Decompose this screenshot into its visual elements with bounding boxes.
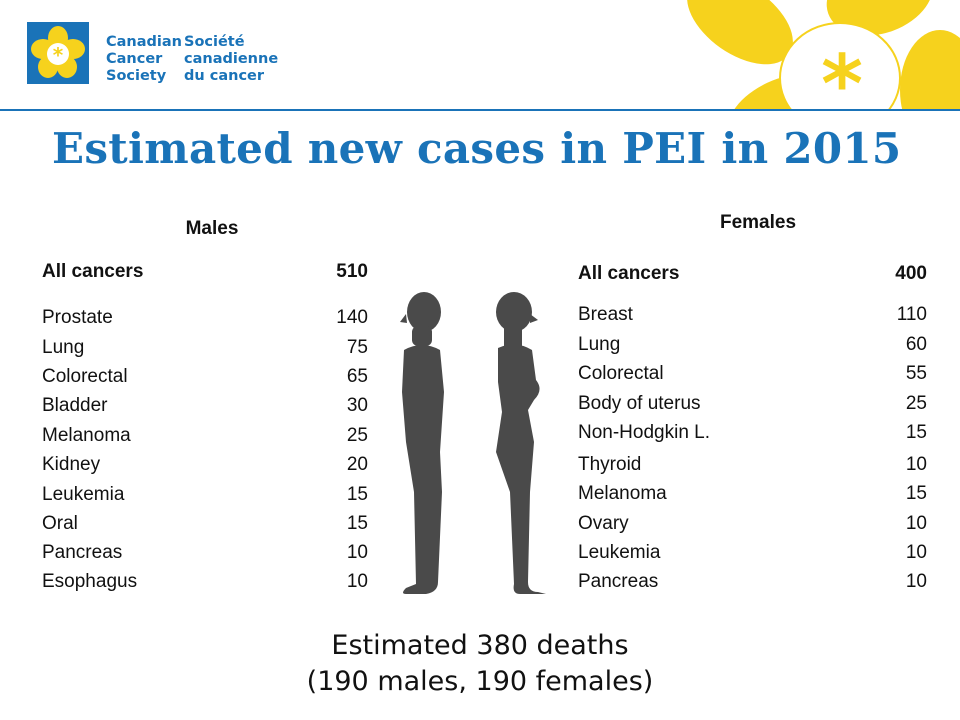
row-label: Thyroid <box>578 454 642 475</box>
row-value: 30 <box>346 395 368 416</box>
males-heading: Males <box>185 218 239 239</box>
org-name-english: Canadian Cancer Society <box>106 34 182 85</box>
row-value: 65 <box>346 366 368 387</box>
row-label: Kidney <box>42 454 101 475</box>
row-value: 15 <box>905 483 927 504</box>
table-row: Oral 15 <box>42 512 368 536</box>
table-row: Esophagus 10 <box>42 570 368 594</box>
row-label: Body of uterus <box>578 393 701 414</box>
table-row: Pancreas 10 <box>578 570 927 594</box>
org-name-line: du cancer <box>184 68 265 84</box>
row-value: 25 <box>905 393 927 414</box>
table-row: Leukemia 10 <box>578 541 927 565</box>
org-name-line: canadienne <box>184 51 279 67</box>
row-label: Prostate <box>42 307 113 328</box>
row-label: Colorectal <box>42 366 128 387</box>
row-label: Oral <box>42 513 78 534</box>
table-row: Leukemia 15 <box>42 483 368 507</box>
row-value: 10 <box>346 542 368 563</box>
row-value: 10 <box>905 571 927 592</box>
table-row: Melanoma 15 <box>578 482 927 506</box>
row-value: 15 <box>905 422 927 443</box>
svg-text:*: * <box>53 43 64 67</box>
row-value: 20 <box>346 454 368 475</box>
org-name-french: Société canadienne du cancer <box>184 34 278 85</box>
row-label: Ovary <box>578 513 629 534</box>
row-label: Breast <box>578 304 633 325</box>
table-row: Pancreas 10 <box>42 541 368 565</box>
row-label: Bladder <box>42 395 108 416</box>
table-row: Non-Hodgkin L. 15 <box>578 421 927 445</box>
deaths-summary: Estimated 380 deaths (190 males, 190 fem… <box>0 628 960 700</box>
males-table: Males All cancers 510 Prostate 140 Lung 75… <box>42 212 368 602</box>
row-label: Leukemia <box>578 542 661 563</box>
row-value: 140 <box>336 307 368 328</box>
row-value: 10 <box>346 571 368 592</box>
row-label: Melanoma <box>42 425 131 446</box>
row-value: 55 <box>905 363 927 384</box>
org-name-line: Canadian <box>106 34 182 50</box>
logo: * <box>27 22 89 84</box>
org-name-line: Cancer <box>106 51 163 67</box>
row-value: 110 <box>896 304 927 325</box>
row-label: Colorectal <box>578 363 664 384</box>
daffodil-icon: * <box>687 0 960 110</box>
row-label: Leukemia <box>42 484 125 505</box>
table-row: Bladder 30 <box>42 394 368 418</box>
deaths-total: Estimated 380 deaths <box>331 630 629 661</box>
header-divider <box>0 109 960 111</box>
row-value: 10 <box>905 513 927 534</box>
row-value: 400 <box>895 263 927 284</box>
header: * Canadian Cancer Society Société canadi… <box>0 0 960 111</box>
females-total-row: All cancers 400 <box>578 262 927 286</box>
daffodil-decoration: * <box>630 0 960 110</box>
svg-text:*: * <box>821 38 863 110</box>
table-row: Prostate 140 <box>42 306 368 330</box>
row-label: Melanoma <box>578 483 667 504</box>
org-name-line: Société <box>184 34 245 50</box>
table-row: Lung 60 <box>578 333 927 357</box>
org-name-line: Society <box>106 68 167 84</box>
row-value: 15 <box>346 484 368 505</box>
row-value: 60 <box>905 334 927 355</box>
males-total-row: All cancers 510 <box>42 260 368 284</box>
females-table: Females All cancers 400 Breast 110 Lung 60… <box>578 200 927 600</box>
page-title: Estimated new cases in PEI in 2015 <box>52 124 902 173</box>
table-row: Kidney 20 <box>42 453 368 477</box>
silhouettes <box>396 292 552 596</box>
table-row: Ovary 10 <box>578 512 927 536</box>
table-row: Colorectal 55 <box>578 362 927 386</box>
row-value: 10 <box>905 454 927 475</box>
row-label: All cancers <box>578 263 680 284</box>
table-row: Melanoma 25 <box>42 424 368 448</box>
row-label: Esophagus <box>42 571 138 592</box>
row-value: 75 <box>346 337 368 358</box>
row-value: 25 <box>346 425 368 446</box>
table-row: Thyroid 10 <box>578 453 927 477</box>
row-label: Non-Hodgkin L. <box>578 422 711 443</box>
table-row: Body of uterus 25 <box>578 392 927 416</box>
row-label: Pancreas <box>578 571 659 592</box>
table-row: Lung 75 <box>42 336 368 360</box>
row-label: Lung <box>42 337 85 358</box>
row-label: Lung <box>578 334 621 355</box>
daffodil-logo-icon: * <box>27 22 89 84</box>
row-label: Pancreas <box>42 542 123 563</box>
deaths-breakdown: (190 males, 190 females) <box>306 666 654 697</box>
table-row: Breast 110 <box>578 303 927 327</box>
male-female-silhouette-icon <box>400 292 546 594</box>
table-row: Colorectal 65 <box>42 365 368 389</box>
row-label: All cancers <box>42 261 144 282</box>
females-heading: Females <box>719 212 797 233</box>
row-value: 510 <box>336 261 368 282</box>
row-value: 10 <box>905 542 927 563</box>
row-value: 15 <box>346 513 368 534</box>
